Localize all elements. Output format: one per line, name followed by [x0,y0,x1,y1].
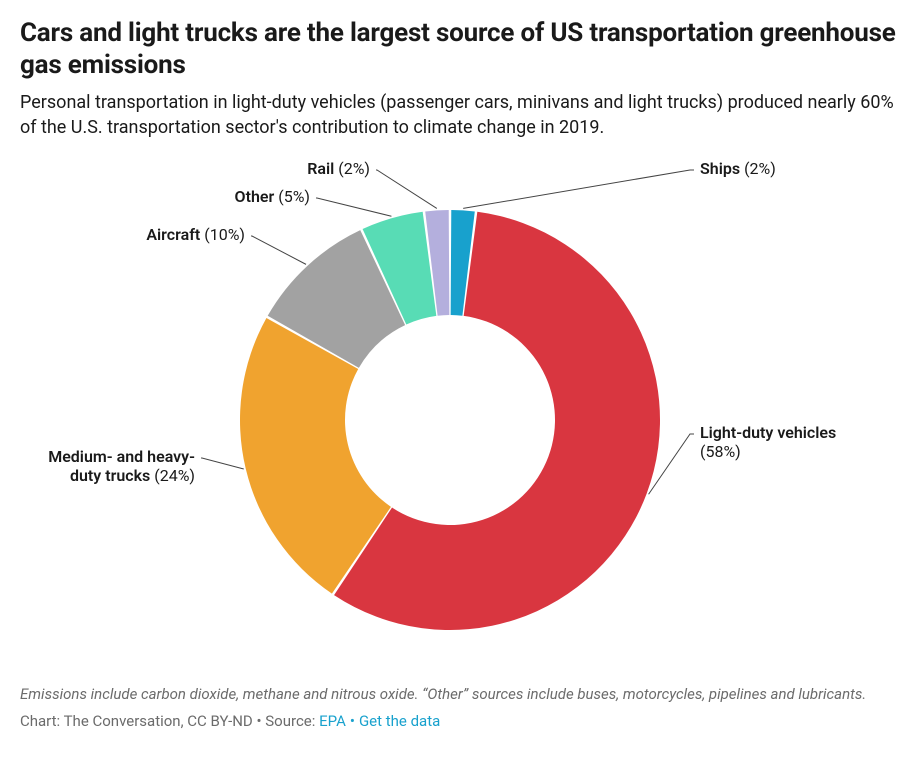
donut-chart: Ships (2%) Light-duty vehicles(58%) Medium… [20,148,902,678]
leader-line [251,236,306,264]
slice-label: Light-duty vehicles(58%) [700,423,836,461]
infographic-page: Cars and light trucks are the largest so… [0,0,922,782]
slice-label: Ships (2%) [700,159,776,178]
chart-title: Cars and light trucks are the largest so… [20,18,902,81]
slice-light-duty-vehicles [334,212,660,630]
leader-line [463,170,694,208]
separator-dot: • [346,712,359,730]
chart-credit: Chart: The Conversation, CC BY-ND • Sour… [20,712,902,730]
leader-line [201,458,244,469]
get-data-link[interactable]: Get the data [359,712,440,730]
chart-subtitle: Personal transportation in light-duty ve… [20,91,902,140]
slice-label: Rail (2%) [307,159,370,178]
credit-text: Chart: The Conversation, CC BY-ND • Sour… [20,712,319,730]
slice-label: Medium- and heavy-duty trucks (24%) [48,447,195,485]
slice-label: Other (5%) [235,187,310,206]
chart-footnote: Emissions include carbon dioxide, methan… [20,684,902,704]
source-link[interactable]: EPA [319,712,346,730]
leader-line [316,198,391,216]
donut-svg: Ships (2%) Light-duty vehicles(58%) Medium… [20,148,902,678]
leader-line [376,170,437,208]
slice-label: Aircraft (10%) [146,225,245,244]
